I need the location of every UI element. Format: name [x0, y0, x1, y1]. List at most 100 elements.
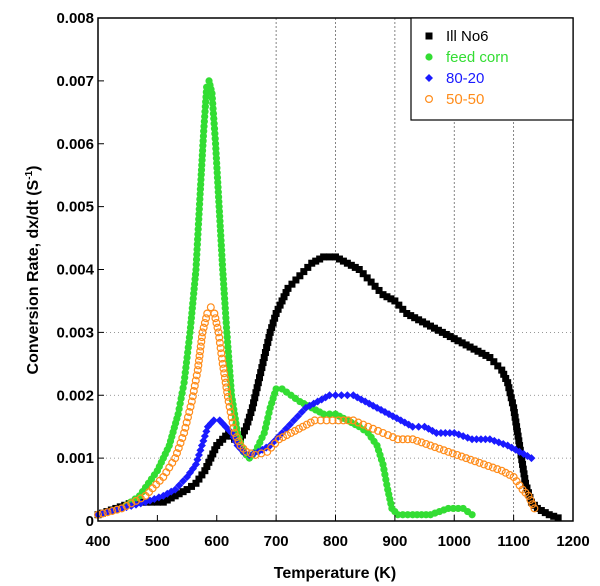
y-axis-title-end: )	[25, 166, 42, 171]
data-point	[520, 470, 528, 478]
data-point	[435, 444, 444, 453]
data-point	[297, 408, 306, 417]
data-point	[494, 362, 502, 370]
data-point	[283, 431, 292, 440]
y-tick-label: 0.006	[56, 136, 94, 153]
data-point	[197, 337, 206, 346]
data-point	[374, 426, 383, 435]
data-point	[263, 447, 272, 456]
data-point	[175, 490, 183, 498]
data-point	[183, 413, 192, 422]
data-point	[490, 358, 498, 366]
data-point	[192, 479, 200, 487]
data-point	[225, 402, 234, 411]
data-point	[276, 301, 284, 309]
data-point	[176, 439, 185, 448]
data-point	[263, 343, 271, 351]
data-point	[163, 496, 171, 504]
data-point	[347, 261, 355, 269]
data-point	[344, 416, 353, 425]
data-point	[286, 428, 295, 437]
data-point	[474, 347, 482, 355]
data-point	[446, 333, 454, 341]
data-point	[484, 461, 493, 470]
data-point	[226, 408, 235, 417]
data-point	[430, 324, 438, 332]
data-point	[265, 333, 273, 341]
data-point	[198, 328, 207, 337]
y-axis-title-superscript: -1	[24, 170, 35, 179]
data-point	[518, 456, 526, 464]
data-point	[196, 342, 205, 351]
data-point	[422, 439, 431, 448]
data-point	[523, 484, 531, 492]
data-point	[222, 383, 231, 392]
data-point	[310, 416, 319, 425]
data-point	[183, 486, 191, 494]
data-point	[259, 359, 267, 367]
data-point	[432, 428, 441, 437]
data-point	[541, 509, 549, 517]
data-point	[122, 501, 131, 510]
data-point	[407, 312, 415, 320]
data-point	[203, 309, 212, 318]
data-point	[264, 338, 272, 346]
data-point	[266, 328, 274, 336]
data-point	[296, 272, 304, 280]
data-point	[224, 397, 233, 406]
data-point	[413, 436, 422, 445]
data-point	[359, 270, 367, 278]
data-point	[554, 514, 562, 522]
data-point	[448, 449, 457, 458]
data-point	[439, 446, 448, 455]
data-point	[506, 389, 514, 397]
data-point	[508, 399, 516, 407]
data-point	[504, 379, 512, 387]
data-point	[246, 449, 255, 458]
data-point	[271, 439, 280, 448]
data-point	[127, 499, 136, 508]
data-point	[545, 511, 553, 519]
data-point	[320, 253, 328, 261]
data-point	[185, 408, 194, 417]
data-point	[444, 504, 452, 513]
data-point	[369, 424, 378, 433]
data-point	[332, 253, 339, 261]
data-point	[290, 426, 299, 435]
data-point	[171, 454, 180, 463]
data-point	[272, 310, 280, 318]
data-point	[476, 435, 485, 444]
series-0	[94, 253, 562, 522]
data-point	[294, 424, 303, 433]
data-point	[497, 466, 506, 475]
data-point	[493, 465, 502, 474]
data-point	[326, 253, 334, 261]
data-point	[316, 416, 325, 425]
data-point	[519, 460, 527, 468]
data-point	[530, 504, 539, 513]
x-tick-label: 600	[204, 533, 229, 550]
data-point	[189, 387, 198, 396]
data-point	[215, 338, 224, 347]
data-point	[505, 384, 513, 392]
data-point	[466, 343, 474, 351]
data-point	[471, 457, 480, 466]
data-point	[108, 506, 117, 515]
data-point	[472, 435, 481, 444]
data-point	[468, 435, 477, 444]
data-point	[419, 318, 427, 326]
data-point	[221, 378, 230, 387]
data-point	[223, 392, 232, 401]
data-point	[516, 442, 524, 450]
data-point	[188, 392, 197, 401]
data-point	[245, 413, 253, 421]
data-point	[331, 391, 340, 400]
data-point	[293, 412, 302, 421]
data-point	[306, 418, 315, 427]
data-point	[199, 323, 208, 332]
data-point	[181, 423, 190, 432]
data-point	[371, 282, 379, 290]
data-point	[537, 507, 545, 515]
data-point	[279, 433, 288, 442]
